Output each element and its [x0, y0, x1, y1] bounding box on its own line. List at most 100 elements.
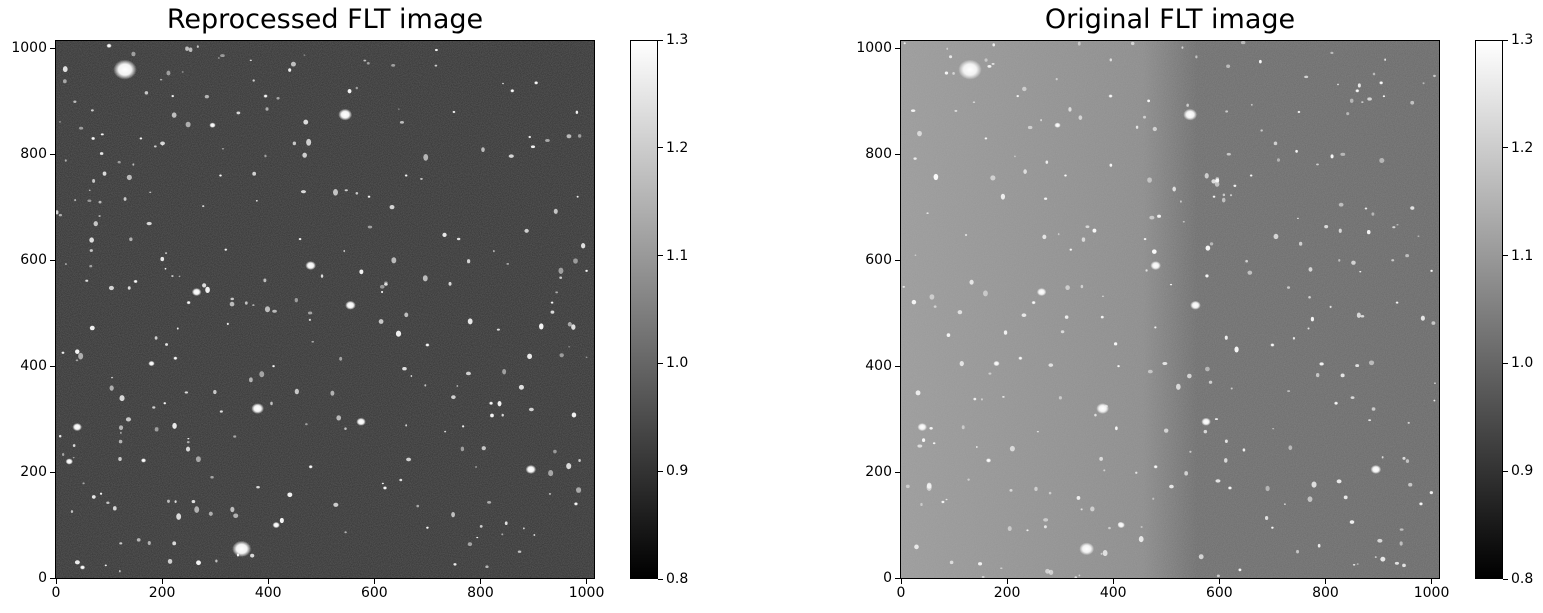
x-tick-label: 1000 [568, 585, 605, 601]
faint-source [229, 301, 235, 307]
source [510, 88, 515, 93]
faint-source [1247, 270, 1253, 275]
faint-source [236, 111, 241, 115]
source [1379, 81, 1384, 85]
faint-source [1308, 295, 1311, 299]
faint-source [196, 45, 199, 48]
faint-source [1036, 430, 1039, 433]
faint-source [1349, 520, 1355, 524]
source [958, 59, 982, 80]
faint-source [1042, 234, 1047, 240]
x-tick-label: 0 [896, 585, 906, 601]
faint-source [306, 138, 312, 146]
faint-source [305, 423, 308, 426]
faint-source [208, 511, 213, 516]
faint-source [1367, 97, 1372, 101]
faint-source [1204, 173, 1209, 179]
faint-source [1402, 456, 1406, 460]
faint-source [566, 134, 572, 139]
faint-source [1176, 383, 1181, 390]
source [224, 248, 228, 252]
faint-source [506, 263, 510, 265]
faint-source [1023, 169, 1027, 174]
faint-source [98, 200, 102, 204]
faint-source [1101, 295, 1104, 297]
source [1270, 343, 1275, 347]
faint-source [98, 215, 101, 218]
faint-source [108, 285, 114, 291]
faint-source [75, 359, 79, 362]
faint-source [171, 112, 177, 118]
colorbar-tick-label: 1.2 [1511, 139, 1534, 156]
faint-source [453, 563, 457, 566]
faint-source [230, 506, 235, 513]
faint-source [926, 212, 929, 214]
faint-source [256, 485, 260, 489]
faint-source [933, 173, 939, 181]
faint-source [405, 424, 408, 427]
faint-source [172, 422, 177, 429]
faint-source [917, 444, 923, 448]
faint-source [181, 71, 184, 73]
faint-source [548, 469, 554, 477]
source [573, 502, 579, 506]
faint-source [448, 281, 452, 286]
faint-source [1402, 563, 1406, 568]
faint-source [1292, 336, 1296, 340]
faint-source [204, 94, 209, 99]
faint-source [92, 179, 96, 183]
colorbar-tick-mark [658, 39, 663, 41]
faint-source [1057, 233, 1060, 236]
faint-source [347, 88, 352, 94]
faint-source [1352, 563, 1356, 566]
faint-source [914, 544, 919, 550]
faint-source [406, 457, 412, 462]
faint-source [307, 311, 313, 315]
faint-source [1433, 399, 1436, 402]
faint-source [303, 119, 309, 125]
faint-source [123, 197, 127, 201]
faint-source [265, 107, 269, 111]
faint-source [978, 562, 983, 566]
faint-source [118, 439, 123, 444]
source [91, 136, 96, 141]
faint-source [294, 297, 298, 303]
faint-source [1377, 538, 1383, 543]
source [1150, 261, 1161, 271]
faint-source [118, 425, 124, 430]
faint-source [1379, 158, 1385, 163]
faint-source [1349, 98, 1354, 103]
faint-source [252, 304, 255, 306]
faint-source [1371, 212, 1375, 216]
faint-source [311, 340, 315, 343]
faint-source [344, 189, 348, 192]
source [1418, 502, 1424, 506]
faint-source [1081, 237, 1086, 242]
faint-source [913, 157, 917, 160]
source [1016, 94, 1020, 98]
faint-source [1103, 469, 1106, 472]
faint-source [571, 324, 576, 330]
faint-source [1384, 58, 1387, 61]
faint-source [1338, 228, 1342, 233]
y-tick-label: 1000 [856, 40, 892, 57]
faint-source [990, 175, 996, 181]
faint-source [78, 352, 84, 360]
source [1116, 364, 1121, 368]
faint-source [1195, 55, 1198, 59]
faint-source [528, 135, 531, 139]
faint-source [1077, 41, 1081, 46]
faint-source [333, 189, 338, 196]
source [1079, 542, 1095, 556]
faint-source [1022, 86, 1027, 92]
faint-source [524, 228, 529, 233]
faint-source [487, 501, 492, 504]
faint-source [194, 506, 200, 513]
faint-source [144, 91, 149, 95]
faint-source [1021, 313, 1027, 318]
faint-source [548, 493, 552, 495]
faint-source [1405, 254, 1410, 258]
faint-source [1417, 235, 1420, 238]
faint-source [233, 435, 237, 438]
faint-source [302, 152, 307, 158]
